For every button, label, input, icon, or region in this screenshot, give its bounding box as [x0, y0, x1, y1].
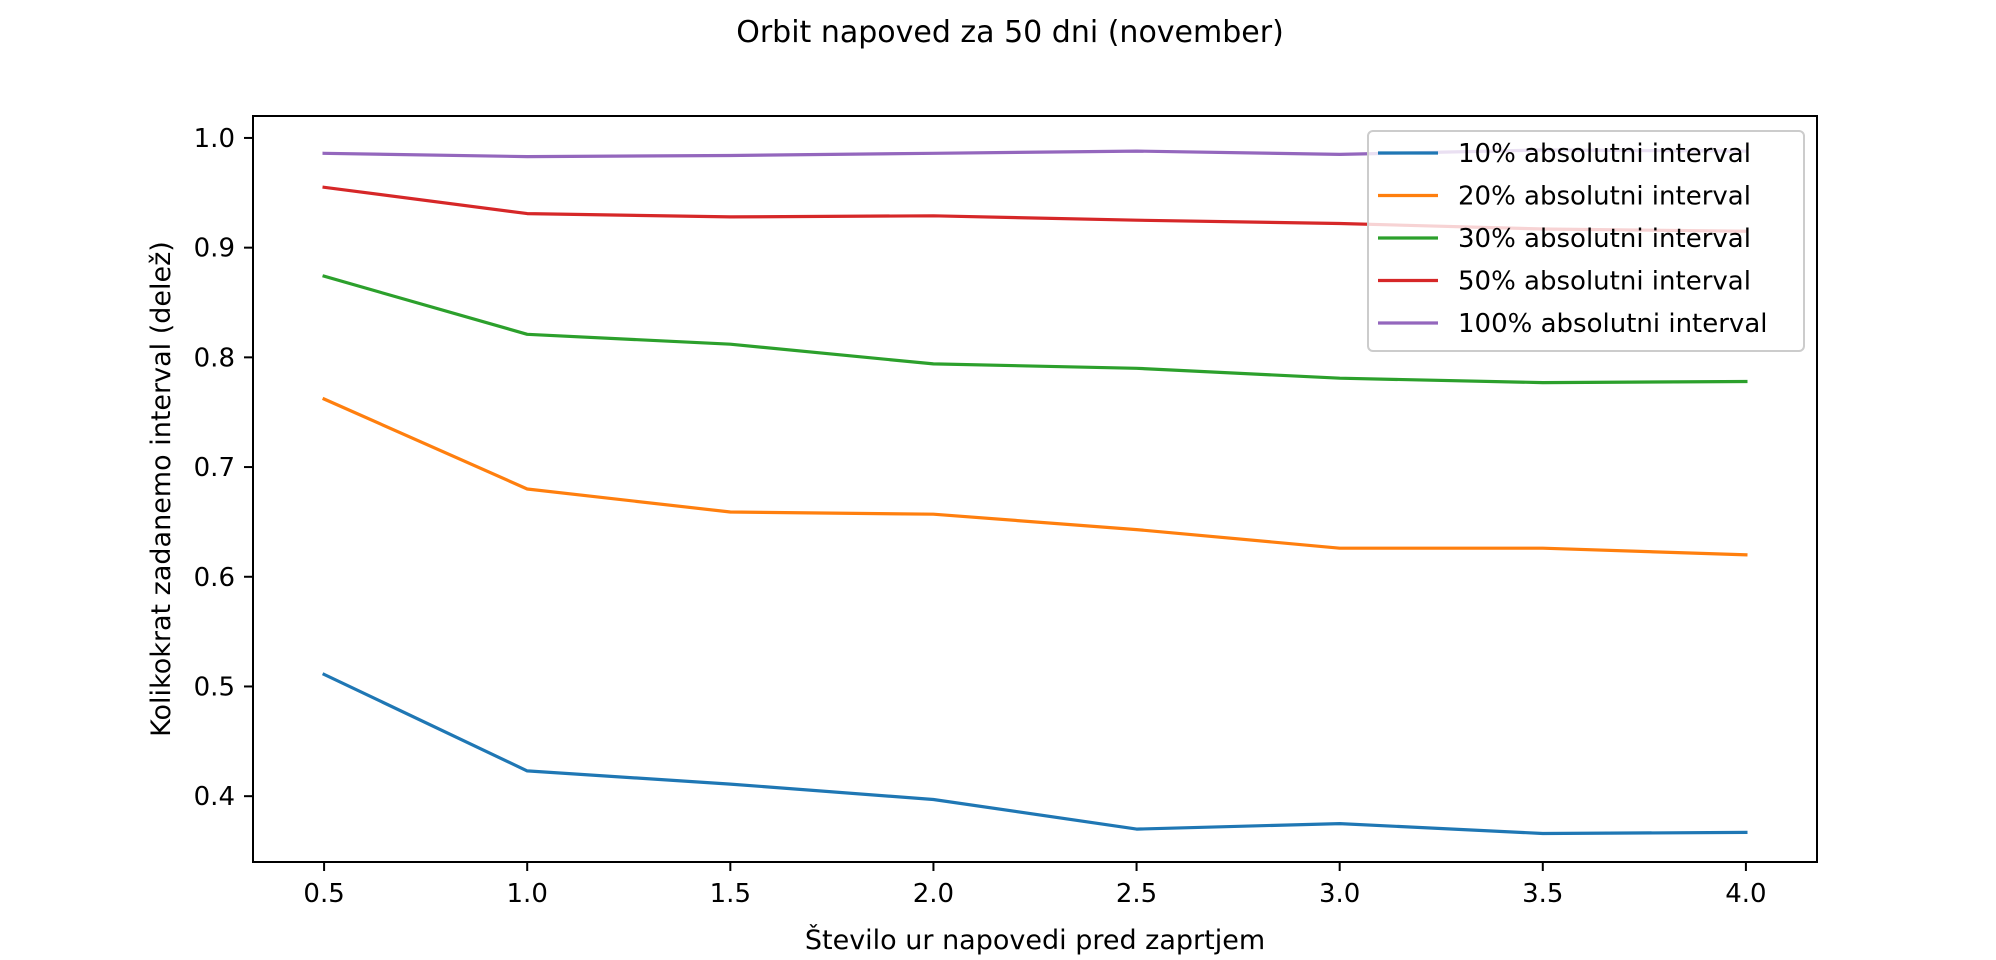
- x-axis-ticks: 0.5 1.0 1.5 2.0 2.5 3.0 3.5 4.0: [303, 862, 1767, 909]
- y-axis-label: Kolikokrat zadanemo interval (delež): [146, 241, 177, 737]
- y-tick-label: 0.8: [194, 343, 235, 373]
- x-tick-label: 3.5: [1522, 879, 1563, 909]
- series-line-1: [321, 396, 1748, 557]
- x-axis-label: Število ur napovedi pred zaprtjem: [805, 924, 1265, 956]
- x-tick-label: 0.5: [303, 879, 344, 909]
- legend: 10% absolutni interval 20% absolutni inte…: [1367, 130, 1805, 352]
- series-line-0: [321, 672, 1748, 836]
- legend-label-4: 100% absolutni interval: [1458, 309, 1767, 339]
- chart-title: Orbit napoved za 50 dni (november): [736, 15, 1284, 50]
- legend-label-0: 10% absolutni interval: [1458, 139, 1751, 169]
- legend-label-1: 20% absolutni interval: [1458, 182, 1751, 212]
- y-axis-ticks: 0.4 0.5 0.6 0.7 0.8 0.9 1.0: [194, 124, 253, 812]
- plot-frame: [252, 115, 1818, 863]
- legend-items: 10% absolutni interval 20% absolutni inte…: [1378, 139, 1767, 339]
- x-tick-label: 2.5: [1116, 879, 1157, 909]
- y-tick-label: 0.9: [194, 234, 235, 264]
- legend-label-3: 50% absolutni interval: [1458, 267, 1751, 297]
- y-tick-label: 1.0: [194, 124, 235, 154]
- x-tick-label: 2.0: [913, 879, 954, 909]
- y-tick-label: 0.7: [194, 453, 235, 483]
- x-tick-label: 3.0: [1319, 879, 1360, 909]
- x-tick-label: 1.0: [507, 879, 548, 909]
- y-tick-label: 0.6: [194, 563, 235, 593]
- legend-box: [1367, 130, 1805, 352]
- x-tick-label: 1.5: [710, 879, 751, 909]
- series-line-2: [322, 274, 1748, 385]
- legend-label-2: 30% absolutni interval: [1458, 224, 1751, 254]
- y-tick-label: 0.5: [194, 672, 235, 702]
- y-tick-label: 0.4: [194, 782, 235, 812]
- x-tick-label: 4.0: [1725, 879, 1766, 909]
